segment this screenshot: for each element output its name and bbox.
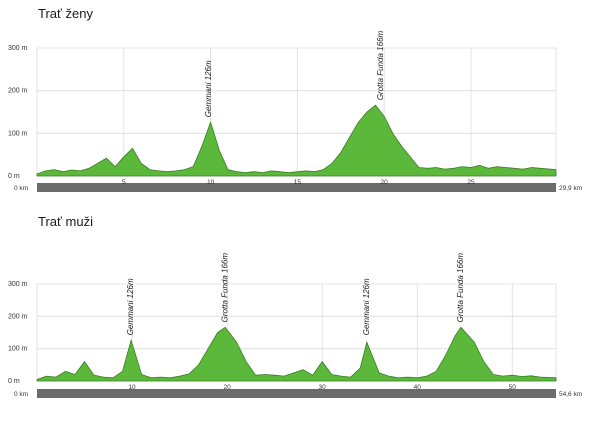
y-tick-label: 300 m bbox=[8, 281, 28, 288]
x-tick-label: 10 bbox=[207, 179, 215, 186]
start-label: 0 km bbox=[14, 185, 28, 192]
y-tick-label: 300 m bbox=[8, 45, 28, 52]
start-label: 0 km bbox=[14, 391, 28, 398]
distance-bar bbox=[37, 389, 556, 398]
distance-bar bbox=[37, 183, 556, 192]
elevation-area bbox=[36, 104, 557, 177]
x-tick-label: 30 bbox=[319, 384, 327, 391]
x-tick-label: 40 bbox=[414, 384, 422, 391]
x-tick-label: 10 bbox=[128, 384, 136, 391]
elevation-area bbox=[36, 326, 557, 382]
y-tick-label: 0 m bbox=[8, 173, 20, 180]
y-tick-label: 200 m bbox=[8, 313, 28, 320]
end-label: 29,9 km bbox=[559, 185, 582, 192]
peak-label: Grotta Funda 166m bbox=[376, 30, 385, 100]
x-tick-label: 5 bbox=[122, 179, 126, 186]
y-tick-label: 100 m bbox=[8, 130, 28, 137]
chart-title-men: Trať muži bbox=[38, 214, 93, 229]
peak-label: Gemmani 126m bbox=[126, 278, 135, 335]
end-label: 54,6 km bbox=[559, 391, 582, 398]
x-tick-label: 20 bbox=[223, 384, 231, 391]
x-tick-label: 50 bbox=[509, 384, 517, 391]
peak-label: Grotta Funda 166m bbox=[456, 253, 465, 323]
y-tick-label: 100 m bbox=[8, 346, 28, 353]
x-tick-label: 15 bbox=[294, 179, 302, 186]
peak-label: Gemmani 126m bbox=[362, 278, 371, 335]
chart-title-women: Trať ženy bbox=[38, 6, 93, 21]
x-tick-label: 25 bbox=[467, 179, 475, 186]
peak-label: Grotta Funda 166m bbox=[220, 253, 229, 323]
y-tick-label: 200 m bbox=[8, 88, 28, 95]
y-tick-label: 0 m bbox=[8, 378, 20, 385]
peak-label: Gemmani 126m bbox=[204, 60, 213, 117]
x-tick-label: 20 bbox=[381, 179, 389, 186]
